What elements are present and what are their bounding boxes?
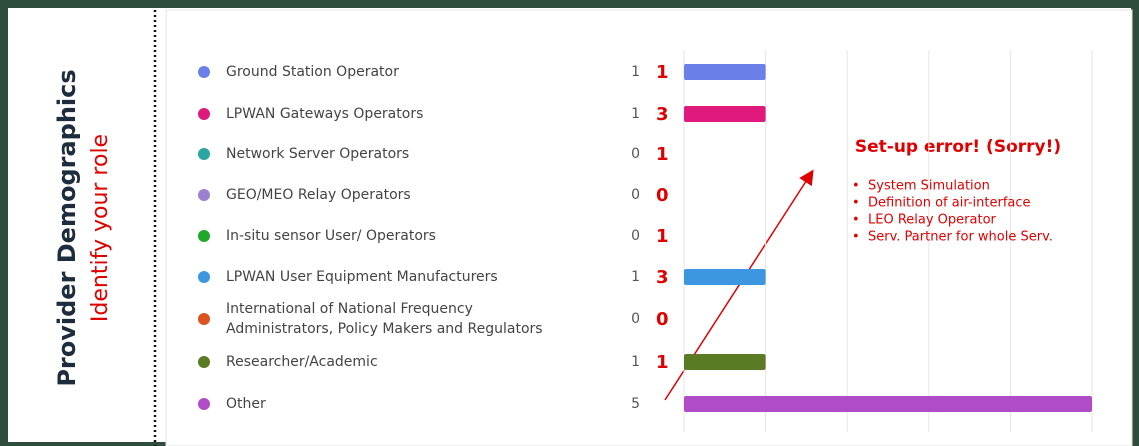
correction-label: 3 <box>656 267 669 288</box>
chart-panel <box>165 9 1133 446</box>
chart-subtitle: Identify your role <box>88 134 113 322</box>
legend-dot <box>198 189 210 201</box>
legend-dot <box>198 313 210 325</box>
value-label: 0 <box>631 311 640 327</box>
bar <box>684 269 766 285</box>
correction-label: 1 <box>656 226 669 247</box>
category-label: LPWAN Gateways Operators <box>226 106 423 122</box>
legend-dot <box>198 108 210 120</box>
category-label: GEO/MEO Relay Operators <box>226 187 411 203</box>
category-label: LPWAN User Equipment Manufacturers <box>226 269 498 285</box>
value-label: 0 <box>631 228 640 244</box>
bar <box>684 64 766 80</box>
bullet: • <box>852 179 860 194</box>
category-label: Ground Station Operator <box>226 64 399 80</box>
annotation-item: Definition of air-interface <box>868 196 1031 211</box>
bar <box>684 396 1092 412</box>
value-label: 1 <box>631 354 640 370</box>
value-label: 0 <box>631 146 640 162</box>
category-label: Other <box>226 396 266 412</box>
annotation-item: Serv. Partner for whole Serv. <box>868 230 1053 245</box>
correction-label: 0 <box>656 185 669 206</box>
category-label: Network Server Operators <box>226 146 409 162</box>
correction-label: 1 <box>656 352 669 373</box>
bullet: • <box>852 230 860 245</box>
value-label: 1 <box>631 64 640 80</box>
legend-dot <box>198 398 210 410</box>
category-label: International of National Frequency Admin… <box>226 301 543 337</box>
legend-dot <box>198 66 210 78</box>
correction-label: 1 <box>656 144 669 165</box>
legend-dot <box>198 230 210 242</box>
correction-label: 0 <box>656 309 669 330</box>
bar <box>684 354 766 370</box>
value-label: 5 <box>631 396 640 412</box>
chart-title: Provider Demographics <box>53 69 81 386</box>
value-label: 1 <box>631 106 640 122</box>
category-label: In-situ sensor User/ Operators <box>226 228 436 244</box>
bar <box>684 106 766 122</box>
value-label: 1 <box>631 269 640 285</box>
bullet: • <box>852 196 860 211</box>
legend-dot <box>198 148 210 160</box>
annotation-item: System Simulation <box>868 179 990 194</box>
correction-label: 1 <box>656 62 669 83</box>
correction-label: 3 <box>656 104 669 125</box>
legend-dot <box>198 271 210 283</box>
annotation-title: Set-up error! (Sorry!) <box>855 137 1061 157</box>
bullet: • <box>852 213 860 228</box>
legend-dot <box>198 356 210 368</box>
value-label: 0 <box>631 187 640 203</box>
annotation-item: LEO Relay Operator <box>868 213 997 228</box>
category-label: Researcher/Academic <box>226 354 378 370</box>
